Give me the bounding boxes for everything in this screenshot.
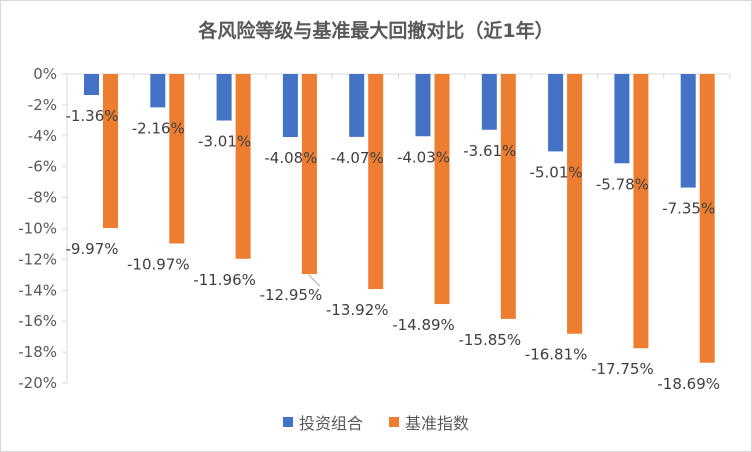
bar-portfolio [614,74,630,164]
bar-benchmark [567,74,583,334]
y-tick-label: -8% [28,189,57,207]
legend-label-benchmark: 基准指数 [405,414,470,433]
data-label-portfolio: -5.01% [530,163,583,181]
y-tick-label: -20% [18,374,57,392]
legend-swatch-portfolio [282,417,293,427]
bar-benchmark [500,74,516,319]
y-tick-label: -6% [28,158,57,176]
data-label-portfolio: -2.16% [132,119,185,137]
y-tick-label: -18% [18,343,57,361]
bar-portfolio [415,74,431,137]
y-tick-label: -4% [28,127,57,145]
data-label-portfolio: -4.03% [397,148,450,166]
bar-portfolio [282,74,298,138]
legend-label-portfolio: 投资组合 [298,414,363,433]
legend: 投资组合 基准指数 [0,410,752,434]
bar-portfolio [680,74,696,188]
bar-benchmark [434,74,450,305]
data-label-portfolio: -3.01% [198,133,251,151]
bar-portfolio [481,74,497,130]
data-label-portfolio: -7.35% [662,200,715,218]
data-label-benchmark: -17.75% [591,360,654,378]
bar-benchmark [103,74,118,229]
bar-portfolio [84,74,99,96]
data-label-portfolio: -1.36% [65,107,118,125]
legend-item-portfolio[interactable]: 投资组合 [282,410,363,434]
data-label-benchmark: -14.89% [392,316,455,334]
data-label-portfolio: -3.61% [463,142,516,160]
bar-benchmark [699,74,715,363]
leader-line [308,274,321,287]
data-label-benchmark: -10.97% [127,255,190,273]
chart-title: 各风险等级与基准最大回撤对比（近1年） [198,20,554,42]
data-label-benchmark: -15.85% [458,331,521,349]
y-tick-label: -16% [18,312,57,330]
bar-portfolio [150,74,166,108]
data-label-benchmark: -18.69% [657,375,720,393]
bar-benchmark [368,74,384,290]
data-label-benchmark: -11.96% [193,271,256,289]
y-tick-label: 0% [33,65,57,83]
bar-portfolio [548,74,564,152]
y-tick-label: -10% [18,220,57,238]
data-label-benchmark: -9.97% [65,240,118,258]
legend-swatch-benchmark [389,417,399,427]
y-tick-label: -14% [18,281,57,299]
legend-item-benchmark[interactable]: 基准指数 [389,410,469,434]
y-tick-label: -12% [18,250,57,268]
bar-benchmark [633,74,649,349]
bar-portfolio [349,74,365,137]
bar-benchmark [169,74,185,244]
bar-benchmark [301,74,317,275]
data-label-portfolio: -4.08% [264,149,317,167]
y-tick-label: -2% [28,96,57,114]
data-label-portfolio: -4.07% [331,149,384,167]
data-label-benchmark: -12.95% [260,286,323,304]
data-label-portfolio: -5.78% [596,175,649,193]
bar-benchmark [235,74,251,259]
bar-portfolio [216,74,232,121]
data-label-benchmark: -13.92% [326,301,389,319]
data-label-benchmark: -16.81% [525,346,588,364]
